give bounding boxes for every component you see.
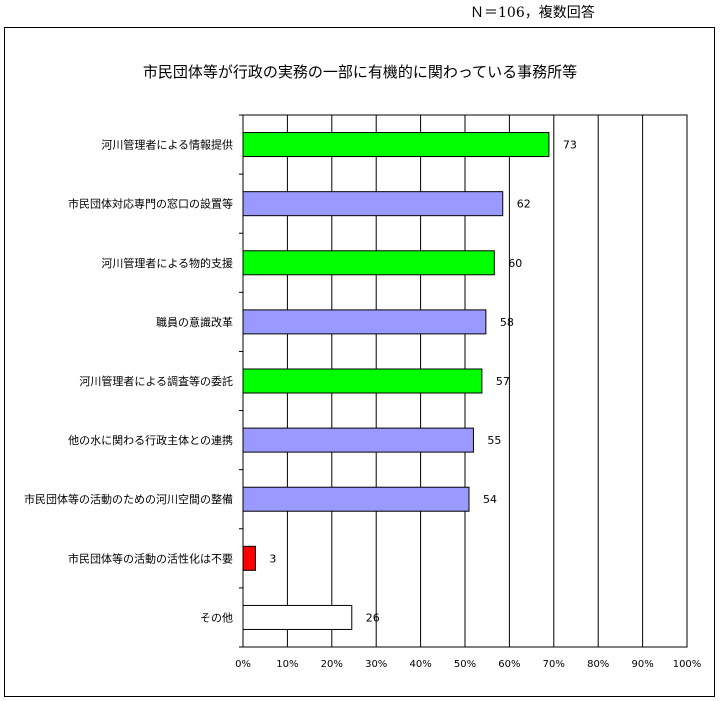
bar xyxy=(242,427,474,453)
category-ticks xyxy=(239,114,243,648)
category-label: 河川管理者による調査等の委託 xyxy=(79,374,233,388)
x-tick-label: 60% xyxy=(498,659,520,670)
category-label: 市民団体等の活動の活性化は不要 xyxy=(68,551,233,565)
chart-title: 市民団体等が行政の実務の一部に有機的に関わっている事務所等 xyxy=(142,63,578,81)
value-label: 3 xyxy=(269,552,276,565)
bar xyxy=(242,368,483,394)
category-label: 職員の意識改革 xyxy=(156,315,233,329)
bar xyxy=(242,250,495,276)
x-tick-labels: 0% 10% 20% 30% 40% 50% 60% 70% 80% 90% 100% xyxy=(235,659,701,670)
sample-size-note: Ｎ＝106，複数回答 xyxy=(470,5,595,21)
category-label: 河川管理者による情報提供 xyxy=(101,138,233,152)
x-tick-label: 30% xyxy=(365,659,387,670)
x-tick-label: 0% xyxy=(235,659,251,670)
bar xyxy=(242,604,353,630)
value-label: 58 xyxy=(500,316,514,329)
category-label: 他の水に関わる行政主体との連携 xyxy=(68,433,233,447)
category-label: その他 xyxy=(200,611,233,624)
category-labels: 河川管理者による情報提供市民団体対応専門の窓口の設置等河川管理者による物的支援職… xyxy=(24,138,233,625)
value-label: 60 xyxy=(508,257,522,270)
x-tick-label: 100% xyxy=(673,659,702,670)
bar xyxy=(242,191,504,217)
value-label: 62 xyxy=(517,198,531,211)
x-tick-label: 40% xyxy=(409,659,431,670)
x-tick-label: 10% xyxy=(276,659,298,670)
value-label: 54 xyxy=(483,493,497,506)
chart-frame xyxy=(4,27,715,697)
bar xyxy=(242,486,470,512)
bar xyxy=(242,545,256,571)
value-label: 26 xyxy=(366,611,380,624)
value-label: 55 xyxy=(487,434,501,447)
x-tick-label: 90% xyxy=(631,659,653,670)
value-label: 57 xyxy=(496,375,510,388)
category-label: 市民団体等の活動のための河川空間の整備 xyxy=(24,492,233,506)
bars xyxy=(242,132,550,630)
bar xyxy=(242,309,487,335)
x-tick-label: 70% xyxy=(543,659,565,670)
category-label: 市民団体対応専門の窓口の設置等 xyxy=(68,197,233,211)
x-tick-label: 50% xyxy=(454,659,476,670)
category-label: 河川管理者による物的支援 xyxy=(101,256,233,270)
plot-area-border xyxy=(242,114,688,648)
value-labels: 73 62 60 58 57 55 54 3 26 xyxy=(269,139,576,625)
x-tick-label: 20% xyxy=(321,659,343,670)
bar xyxy=(242,132,550,158)
x-tick-label: 80% xyxy=(587,659,609,670)
value-label: 73 xyxy=(563,139,577,152)
